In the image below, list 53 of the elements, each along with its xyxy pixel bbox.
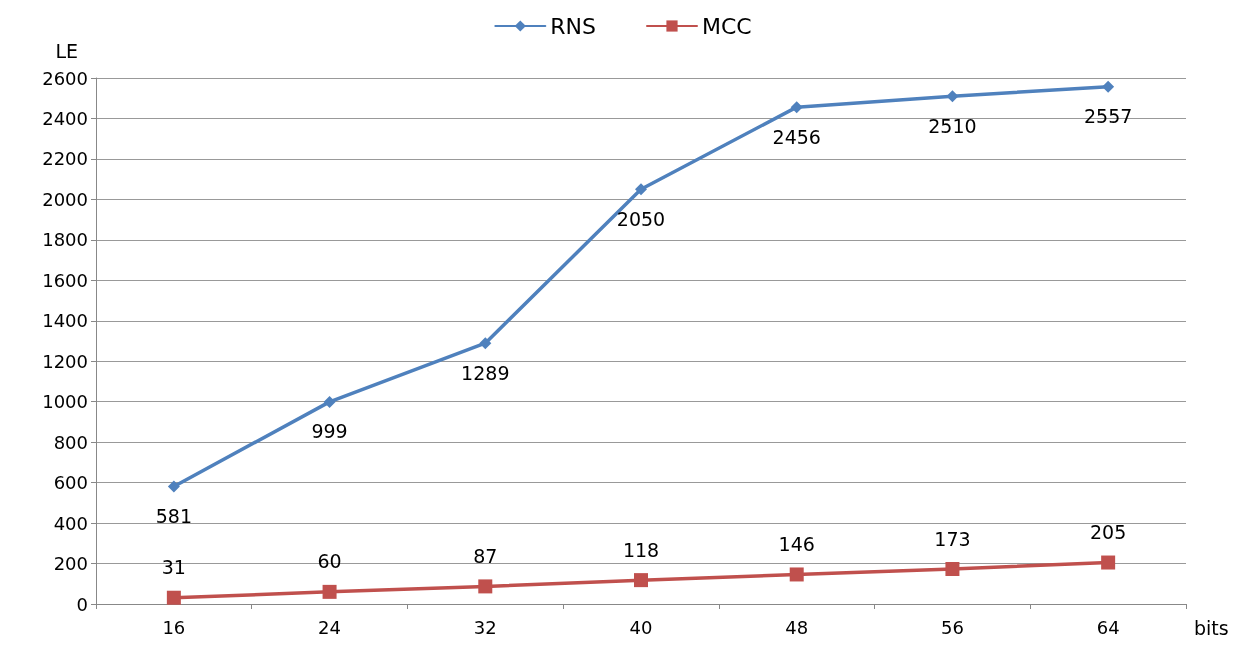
point bbox=[166, 590, 181, 605]
y-tick-label: 2200 bbox=[42, 148, 88, 170]
y-tick-label: 2600 bbox=[42, 67, 88, 89]
y-tick-label: 200 bbox=[53, 553, 88, 575]
data-label: 1289 bbox=[461, 361, 510, 384]
data-label: 2510 bbox=[928, 114, 977, 137]
point bbox=[634, 573, 648, 588]
point bbox=[946, 90, 959, 103]
data-label: 581 bbox=[155, 504, 192, 527]
y-tick-label: 2400 bbox=[42, 107, 88, 129]
data-label: 173 bbox=[934, 527, 971, 550]
point bbox=[789, 567, 804, 582]
data-label: 205 bbox=[1090, 521, 1127, 544]
point bbox=[167, 480, 180, 493]
y-tick-label: 1400 bbox=[42, 310, 88, 332]
y-tick-label: 1000 bbox=[42, 391, 88, 413]
legend-label: MCC bbox=[702, 13, 752, 39]
x-tick-label: 40 bbox=[629, 616, 653, 638]
data-label: 87 bbox=[473, 544, 498, 567]
x-tick-label: 48 bbox=[785, 616, 809, 638]
data-label: 146 bbox=[778, 532, 815, 555]
y-tick-label: 1600 bbox=[42, 269, 88, 291]
data-label: 2050 bbox=[616, 207, 666, 230]
point bbox=[1101, 555, 1116, 570]
data-label: 2557 bbox=[1083, 105, 1133, 128]
data-label: 60 bbox=[317, 550, 342, 573]
x-tick-label: 32 bbox=[473, 616, 497, 638]
data-label: 2456 bbox=[772, 125, 821, 148]
point bbox=[1102, 80, 1115, 93]
data-label: 31 bbox=[161, 556, 186, 579]
point bbox=[790, 101, 803, 114]
y-tick-label: 1200 bbox=[42, 350, 88, 372]
x-axis-title: bits bbox=[1194, 616, 1229, 639]
point bbox=[478, 579, 493, 594]
y-tick-label: 0 bbox=[76, 593, 88, 615]
x-tick-label: 56 bbox=[940, 616, 964, 638]
y-tick-label: 400 bbox=[53, 512, 88, 534]
data-label: 999 bbox=[311, 420, 348, 443]
point bbox=[322, 584, 337, 599]
x-tick-label: 16 bbox=[162, 616, 186, 638]
x-tick-label: 64 bbox=[1096, 616, 1120, 638]
y-tick-label: 1800 bbox=[42, 229, 88, 251]
y-tick-label: 800 bbox=[53, 431, 88, 453]
point bbox=[945, 562, 960, 576]
legend-label: RNS bbox=[550, 13, 597, 39]
y-axis-title: LE bbox=[55, 39, 78, 62]
x-tick-label: 24 bbox=[318, 616, 342, 638]
y-tick-label: 600 bbox=[53, 472, 88, 494]
point bbox=[479, 337, 492, 350]
y-tick-label: 2000 bbox=[42, 188, 88, 210]
point bbox=[323, 395, 336, 408]
data-label: 118 bbox=[622, 538, 660, 561]
point bbox=[635, 183, 647, 196]
